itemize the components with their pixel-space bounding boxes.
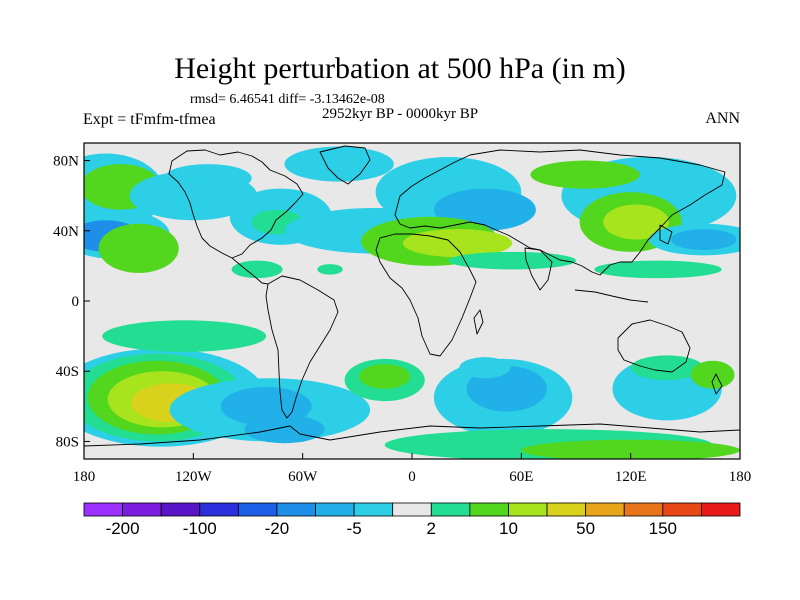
colorbar-swatch-10 [469, 502, 509, 517]
colorbar-swatch-1 [122, 502, 162, 517]
experiment-label: Expt = tFmfm-tfmea [83, 111, 216, 128]
colorbar-label-6: 50 [576, 519, 595, 538]
contour-region-44 [690, 360, 735, 389]
lon-tick-label-2: 60W [288, 469, 318, 485]
coastline-new-zealand [711, 373, 723, 395]
colorbar: -200 -100 -20 -5 2 10 50 150 [83, 502, 741, 538]
contour-field [84, 146, 740, 459]
contour-region-34 [244, 415, 325, 444]
lon-tick-label-0: 180 [73, 469, 96, 485]
longitude-axis: 180 120W 60W 0 60E 120E 180 [73, 453, 752, 485]
colorbar-swatch-8 [392, 502, 432, 517]
colorbar-swatch-6 [315, 502, 355, 517]
colorbar-swatch-16 [701, 502, 741, 517]
contour-region-24 [670, 229, 737, 251]
coastline-antarctica [84, 423, 740, 447]
lat-tick-label-2: 0 [72, 294, 80, 310]
colorbar-label-0: -200 [106, 519, 140, 538]
contour-region-18 [317, 264, 343, 275]
coastline-africa [375, 233, 477, 357]
period-label: 2952kyr BP - 0000kyr BP [322, 106, 479, 122]
colorbar-label-3: -5 [347, 519, 362, 538]
colorbar-label-4: 2 [427, 519, 436, 538]
colorbar-label-1: -100 [183, 519, 217, 538]
coastline-greenland [319, 145, 371, 185]
colorbar-swatch-7 [353, 502, 394, 517]
lat-tick-label-1: 40N [53, 224, 79, 240]
contour-region-17 [448, 251, 576, 270]
latitude-axis: 80N 40N 0 40S 80S [53, 154, 90, 450]
colorbar-swatch-13 [585, 502, 625, 517]
colorbar-swatch-3 [199, 502, 239, 517]
lon-tick-label-3: 0 [408, 469, 416, 485]
colorbar-swatch-12 [546, 502, 587, 517]
colorbar-label-7: 150 [649, 519, 677, 538]
contour-region-25 [594, 260, 722, 279]
contour-region-39 [459, 357, 511, 379]
map-plot-area [84, 143, 740, 459]
coastline-north-america [168, 149, 304, 259]
colorbar-label-5: 10 [499, 519, 518, 538]
contour-region-22 [603, 204, 669, 240]
rmsd-stats: rmsd= 6.46541 diff= -3.13462e-08 [190, 92, 385, 107]
colorbar-swatch-2 [160, 502, 201, 517]
coastline-indonesia [574, 289, 649, 303]
colorbar-swatch-15 [662, 502, 702, 517]
colorbar-swatch-14 [623, 502, 664, 517]
coastline-japan [659, 224, 673, 245]
coastlines [84, 145, 740, 447]
map-title: Height perturbation at 500 hPa (in m) [174, 52, 626, 85]
lon-tick-label-6: 180 [729, 469, 752, 485]
lat-tick-label-3: 40S [56, 364, 79, 380]
lon-tick-label-1: 120W [175, 469, 213, 485]
contour-region-43 [630, 355, 704, 381]
coastline-south-america [265, 275, 339, 419]
coastline-eurasia [394, 149, 726, 276]
lon-tick-label-4: 60E [509, 469, 533, 485]
contour-region-31 [102, 320, 267, 352]
colorbar-swatch-0 [83, 502, 123, 517]
colorbar-swatch-9 [430, 502, 471, 517]
colorbar-swatch-11 [508, 502, 548, 517]
colorbar-swatch-5 [276, 502, 316, 517]
contour-region-6 [164, 164, 252, 193]
season-label: ANN [705, 110, 740, 127]
coastline-india [524, 247, 553, 291]
lat-tick-label-4: 80S [56, 434, 79, 450]
lon-tick-label-5: 120E [615, 469, 647, 485]
coastline-madagascar [473, 309, 484, 335]
contour-region-36 [359, 364, 411, 389]
colorbar-label-2: -20 [265, 519, 290, 538]
contour-region-4 [98, 223, 179, 273]
contour-region-41 [521, 439, 740, 459]
lat-tick-label-0: 80N [53, 154, 79, 170]
colorbar-swatch-4 [237, 502, 278, 517]
contour-region-10 [284, 146, 394, 182]
contour-region-20 [530, 160, 640, 189]
contour-region-9 [231, 260, 283, 279]
coastline-central-america [231, 257, 269, 285]
coastline-australia [617, 319, 691, 373]
